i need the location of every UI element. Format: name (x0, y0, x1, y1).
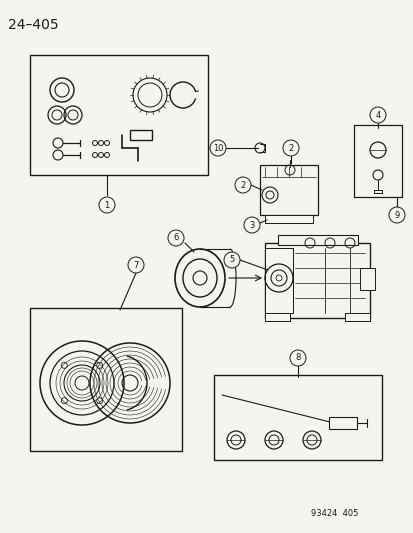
Circle shape (268, 435, 278, 445)
Bar (328, 417, 356, 429)
Circle shape (282, 140, 298, 156)
Circle shape (388, 207, 404, 223)
Bar (344, 313, 369, 321)
Circle shape (168, 230, 183, 246)
Circle shape (369, 107, 385, 123)
Bar (264, 313, 289, 321)
Circle shape (209, 140, 225, 156)
Text: 4: 4 (375, 110, 380, 119)
Circle shape (99, 197, 115, 213)
Text: 5: 5 (229, 255, 234, 264)
Bar (264, 243, 369, 318)
Text: 8: 8 (294, 353, 300, 362)
Circle shape (289, 350, 305, 366)
Bar (359, 268, 374, 290)
Bar (30, 308, 182, 451)
Bar (259, 165, 317, 215)
Circle shape (128, 257, 144, 273)
Circle shape (306, 435, 316, 445)
Text: 1: 1 (104, 200, 109, 209)
Text: 93424  405: 93424 405 (310, 509, 357, 518)
Circle shape (223, 252, 240, 268)
Bar (277, 235, 357, 245)
Text: 2: 2 (288, 143, 293, 152)
Circle shape (235, 177, 250, 193)
Circle shape (243, 217, 259, 233)
Bar (214, 375, 381, 460)
Circle shape (230, 435, 240, 445)
Text: 10: 10 (212, 143, 223, 152)
Text: 2: 2 (240, 181, 245, 190)
Bar (264, 215, 312, 223)
Text: 3: 3 (249, 221, 254, 230)
Text: 7: 7 (133, 261, 138, 270)
Bar (264, 248, 292, 313)
Text: 6: 6 (173, 233, 178, 243)
Bar (353, 125, 401, 197)
Text: 24–405: 24–405 (8, 18, 59, 32)
Text: 9: 9 (394, 211, 399, 220)
Bar (30, 55, 207, 175)
Bar (130, 130, 152, 140)
